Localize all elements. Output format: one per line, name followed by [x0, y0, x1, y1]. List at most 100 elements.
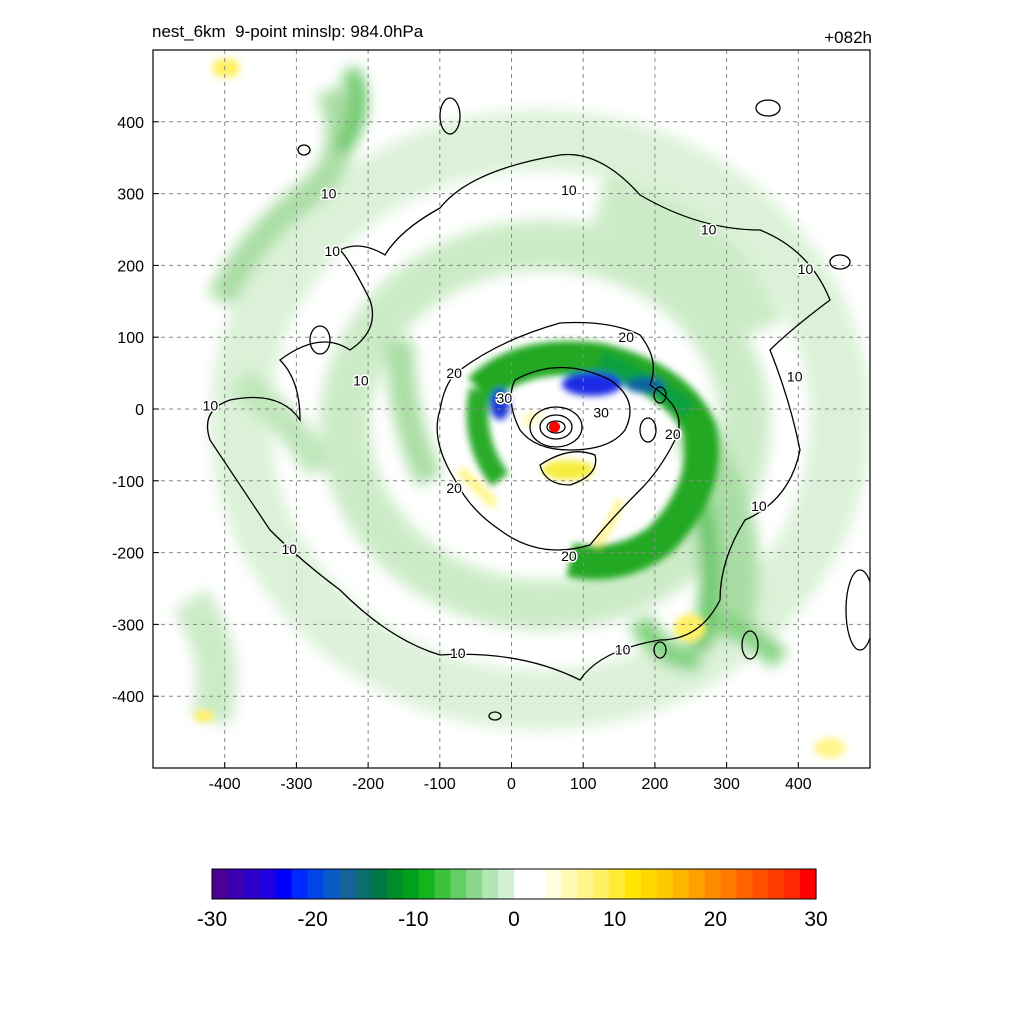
- x-tick-label: 200: [642, 776, 669, 793]
- colorbar-swatch: [625, 869, 642, 899]
- y-tick-label: 300: [117, 187, 144, 204]
- colorbar-swatch: [482, 869, 499, 899]
- colorbar-tick-label: -30: [197, 908, 227, 931]
- x-tick-label: -400: [209, 776, 241, 793]
- colorbar-tick-label: -20: [297, 908, 327, 931]
- colorbar-swatch: [370, 869, 388, 899]
- colorbar: -30 -20 -10 0 10 20 30: [197, 868, 828, 931]
- contour-label: 10: [450, 645, 466, 661]
- colorbar-swatch: [672, 869, 690, 899]
- x-tick-label: 400: [785, 776, 812, 793]
- contour-small-6: [488, 711, 502, 721]
- colorbar-swatch: [720, 869, 738, 899]
- colorbar-swatch: [227, 869, 245, 899]
- colorbar-swatch: [800, 869, 817, 899]
- colorbar-swatch: [704, 869, 722, 899]
- y-tick-label: -400: [112, 689, 144, 706]
- colorbar-swatch: [736, 869, 754, 899]
- contour-small-5: [653, 641, 667, 659]
- x-tick-label: -300: [280, 776, 312, 793]
- contour-label: 20: [665, 426, 681, 442]
- colorbar-swatch: [688, 869, 706, 899]
- colorbar-swatch: [545, 869, 563, 899]
- colorbar-swatch: [339, 869, 356, 899]
- contour-30: [510, 366, 631, 451]
- colorbar-tick-label: 10: [603, 908, 626, 931]
- colorbar-tick-label: 30: [804, 908, 827, 931]
- contour-label: 10: [701, 222, 717, 238]
- colorbar-swatch: [307, 869, 324, 899]
- contour-small-4: [829, 254, 851, 270]
- colorbar-swatch: [355, 869, 372, 899]
- y-tick-label: 200: [117, 258, 144, 275]
- colorbar-swatch: [402, 869, 420, 899]
- contour-eye-1: [529, 406, 583, 448]
- x-tick-label: 0: [507, 776, 516, 793]
- colorbar-swatch: [784, 869, 801, 899]
- colorbar-swatch: [386, 869, 404, 899]
- contour-small-7: [297, 144, 311, 156]
- y-tick-label: 100: [117, 330, 144, 347]
- colorbar-swatch: [212, 869, 229, 899]
- y-tick-label: -300: [112, 617, 144, 634]
- colorbar-frame: [211, 868, 817, 900]
- contour-20: [436, 321, 680, 551]
- x-tick-label: 300: [713, 776, 740, 793]
- colorbar-tick-label: 20: [704, 908, 727, 931]
- colorbar-swatch: [768, 869, 785, 899]
- contour-30b: [539, 451, 597, 486]
- contour-label: 20: [618, 329, 634, 345]
- contour-small-10: [639, 417, 657, 443]
- colorbar-swatch: [243, 869, 261, 899]
- contour-label: 10: [798, 261, 814, 277]
- x-axis: -400 -300 -200 -100 0 100 200 300 400: [209, 762, 812, 793]
- colorbar-swatch: [577, 869, 595, 899]
- colorbar-swatch: [657, 869, 674, 899]
- shaded-field: 10 10 10 10 10 10 10 10 10 10 10 10 20 20 20 20 20 30 30: [153, 50, 870, 768]
- contour-label: 10: [324, 243, 340, 259]
- contour-eye-2: [539, 414, 573, 440]
- colorbar-swatch: [561, 869, 579, 899]
- y-tick-label: -100: [112, 474, 144, 491]
- y-tick-label: 0: [135, 402, 144, 419]
- contour-label: 10: [751, 498, 767, 514]
- contour-label: 10: [787, 369, 803, 385]
- contour-small-11: [653, 386, 667, 404]
- colorbar-swatch: [434, 869, 452, 899]
- colorbar-swatch: [529, 869, 547, 899]
- x-tick-label: -200: [352, 776, 384, 793]
- contour-label: 20: [446, 365, 462, 381]
- contour-label: 20: [561, 548, 577, 564]
- y-tick-label: -200: [112, 546, 144, 563]
- contour-small-8: [845, 569, 870, 651]
- contour-small-1: [439, 97, 461, 135]
- colorbar-swatch: [593, 869, 610, 899]
- contour-eye-3: [546, 420, 566, 434]
- x-tick-label: -100: [424, 776, 456, 793]
- contour-label: 10: [353, 372, 369, 388]
- colorbar-swatch: [259, 869, 277, 899]
- colorbar-swatch: [498, 869, 515, 899]
- colorbar-swatch: [641, 869, 658, 899]
- colorbar-swatch: [609, 869, 626, 899]
- contour-label: 30: [593, 405, 609, 421]
- contour-small-2: [309, 325, 331, 355]
- colorbar-swatch: [466, 869, 483, 899]
- contour-label: 10: [281, 541, 297, 557]
- contour-label: 20: [446, 480, 462, 496]
- colorbar-swatch: [323, 869, 340, 899]
- colorbar-swatch: [418, 869, 436, 899]
- y-tick-label: 400: [117, 115, 144, 132]
- contour-lines: [206, 97, 870, 721]
- colorbar-swatch: [275, 869, 293, 899]
- chart-title: nest_6km 9-point minslp: 984.0hPa: [152, 22, 424, 41]
- contour-label: 10: [561, 182, 577, 198]
- contour-label: 10: [321, 186, 337, 202]
- contour-label: 10: [615, 642, 631, 658]
- contour-small-9: [741, 630, 759, 660]
- contour-labels: 10 10 10 10 10 10 10 10 10 10 10 10 20 20 20 20 20 30 30: [201, 181, 815, 663]
- contour-label: 30: [497, 390, 513, 406]
- colorbar-tick-label: -10: [398, 908, 428, 931]
- x-tick-label: 100: [570, 776, 597, 793]
